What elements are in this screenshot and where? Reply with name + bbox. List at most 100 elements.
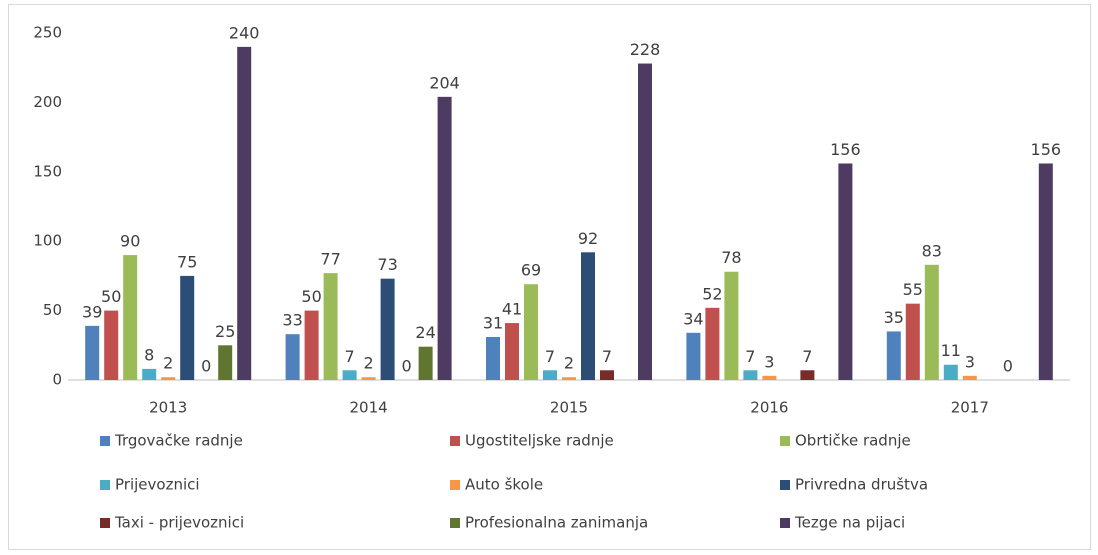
data-label: 83 (922, 241, 942, 260)
bar (361, 377, 376, 380)
bar (743, 370, 758, 380)
legend-label: Auto škole (465, 476, 543, 494)
data-label: 7 (745, 347, 755, 366)
data-label: 69 (521, 261, 541, 280)
x-tick-label: 2014 (350, 399, 388, 417)
legend-label: Trgovačke radnje (114, 432, 243, 450)
y-tick-label: 200 (33, 93, 62, 111)
y-tick-label: 50 (43, 301, 62, 319)
data-label: 77 (320, 250, 340, 269)
data-label: 52 (702, 284, 722, 303)
bar (705, 307, 720, 380)
bar (724, 271, 739, 380)
bar (486, 336, 500, 380)
data-label: 25 (215, 322, 235, 341)
data-label: 50 (101, 287, 121, 306)
bar (524, 284, 538, 380)
data-label: 3 (764, 352, 774, 371)
bar (123, 255, 138, 380)
bar (1038, 163, 1053, 380)
data-label: 156 (1031, 140, 1062, 159)
bar (85, 325, 100, 380)
data-label: 0 (402, 357, 412, 376)
data-label: 78 (721, 248, 741, 267)
legend-label: Profesionalna zanimanja (465, 514, 648, 532)
data-label: 7 (345, 347, 355, 366)
data-label: 75 (177, 252, 197, 271)
data-label: 3 (965, 352, 975, 371)
legend-swatch (100, 480, 110, 490)
bar (104, 310, 119, 380)
y-tick-label: 100 (33, 232, 62, 250)
data-label: 2 (163, 354, 173, 373)
data-label: 24 (415, 323, 435, 342)
legend-swatch (780, 436, 790, 446)
bar (218, 345, 233, 380)
data-label: 2 (564, 354, 574, 373)
data-label: 7 (545, 347, 555, 366)
legend-swatch (780, 480, 790, 490)
bar (285, 334, 300, 380)
data-label: 7 (802, 347, 812, 366)
data-label: 0 (1003, 357, 1013, 376)
data-label: 228 (630, 40, 661, 59)
data-label: 7 (602, 347, 612, 366)
bar (418, 346, 433, 380)
data-label: 34 (683, 309, 703, 328)
bar (323, 273, 338, 380)
legend-label: Privredna društva (795, 476, 928, 494)
legend-swatch (100, 436, 110, 446)
bar (304, 310, 319, 380)
bar (380, 278, 395, 380)
bar (762, 375, 777, 380)
bar (962, 375, 977, 380)
y-tick-label: 0 (52, 371, 62, 389)
x-tick-label: 2013 (149, 399, 187, 417)
data-label: 33 (282, 311, 302, 330)
data-label: 92 (578, 229, 598, 248)
bar (161, 377, 176, 380)
legend-swatch (450, 436, 460, 446)
data-label: 8 (144, 345, 154, 364)
bar (838, 163, 853, 380)
x-tick-label: 2016 (750, 399, 788, 417)
legend-swatch (100, 518, 110, 528)
bar (437, 96, 452, 381)
x-tick-label: 2017 (951, 399, 989, 417)
bar (886, 331, 901, 380)
x-tick-label: 2015 (550, 399, 588, 417)
bar (543, 370, 557, 380)
legend-swatch (450, 480, 460, 490)
bar (943, 364, 958, 380)
legend-label: Tezge na pijaci (794, 514, 905, 532)
data-label: 39 (82, 302, 102, 321)
data-label: 35 (884, 308, 904, 327)
bar (180, 275, 195, 380)
legend-swatch (780, 518, 790, 528)
legend-label: Taxi - prijevoznici (114, 514, 244, 532)
bar (638, 63, 652, 380)
bar (581, 252, 595, 380)
legend-label: Ugostiteljske radnje (465, 432, 614, 450)
data-label: 31 (483, 313, 503, 332)
y-tick-label: 150 (33, 162, 62, 180)
bar (686, 332, 701, 380)
data-label: 41 (502, 300, 522, 319)
bar (800, 370, 815, 380)
bar (142, 368, 157, 380)
data-label: 50 (301, 287, 321, 306)
legend-label: Prijevoznici (115, 476, 200, 494)
bar (505, 323, 519, 380)
data-label: 90 (120, 232, 140, 251)
y-tick-label: 250 (33, 24, 62, 42)
legend-label: Obrtičke radnje (795, 432, 911, 450)
bar (237, 46, 252, 380)
data-label: 11 (941, 341, 961, 360)
legend-swatch (450, 518, 460, 528)
bar (342, 370, 357, 380)
data-label: 55 (903, 280, 923, 299)
bar (905, 303, 920, 380)
data-label: 156 (830, 140, 861, 159)
data-label: 2 (364, 354, 374, 373)
